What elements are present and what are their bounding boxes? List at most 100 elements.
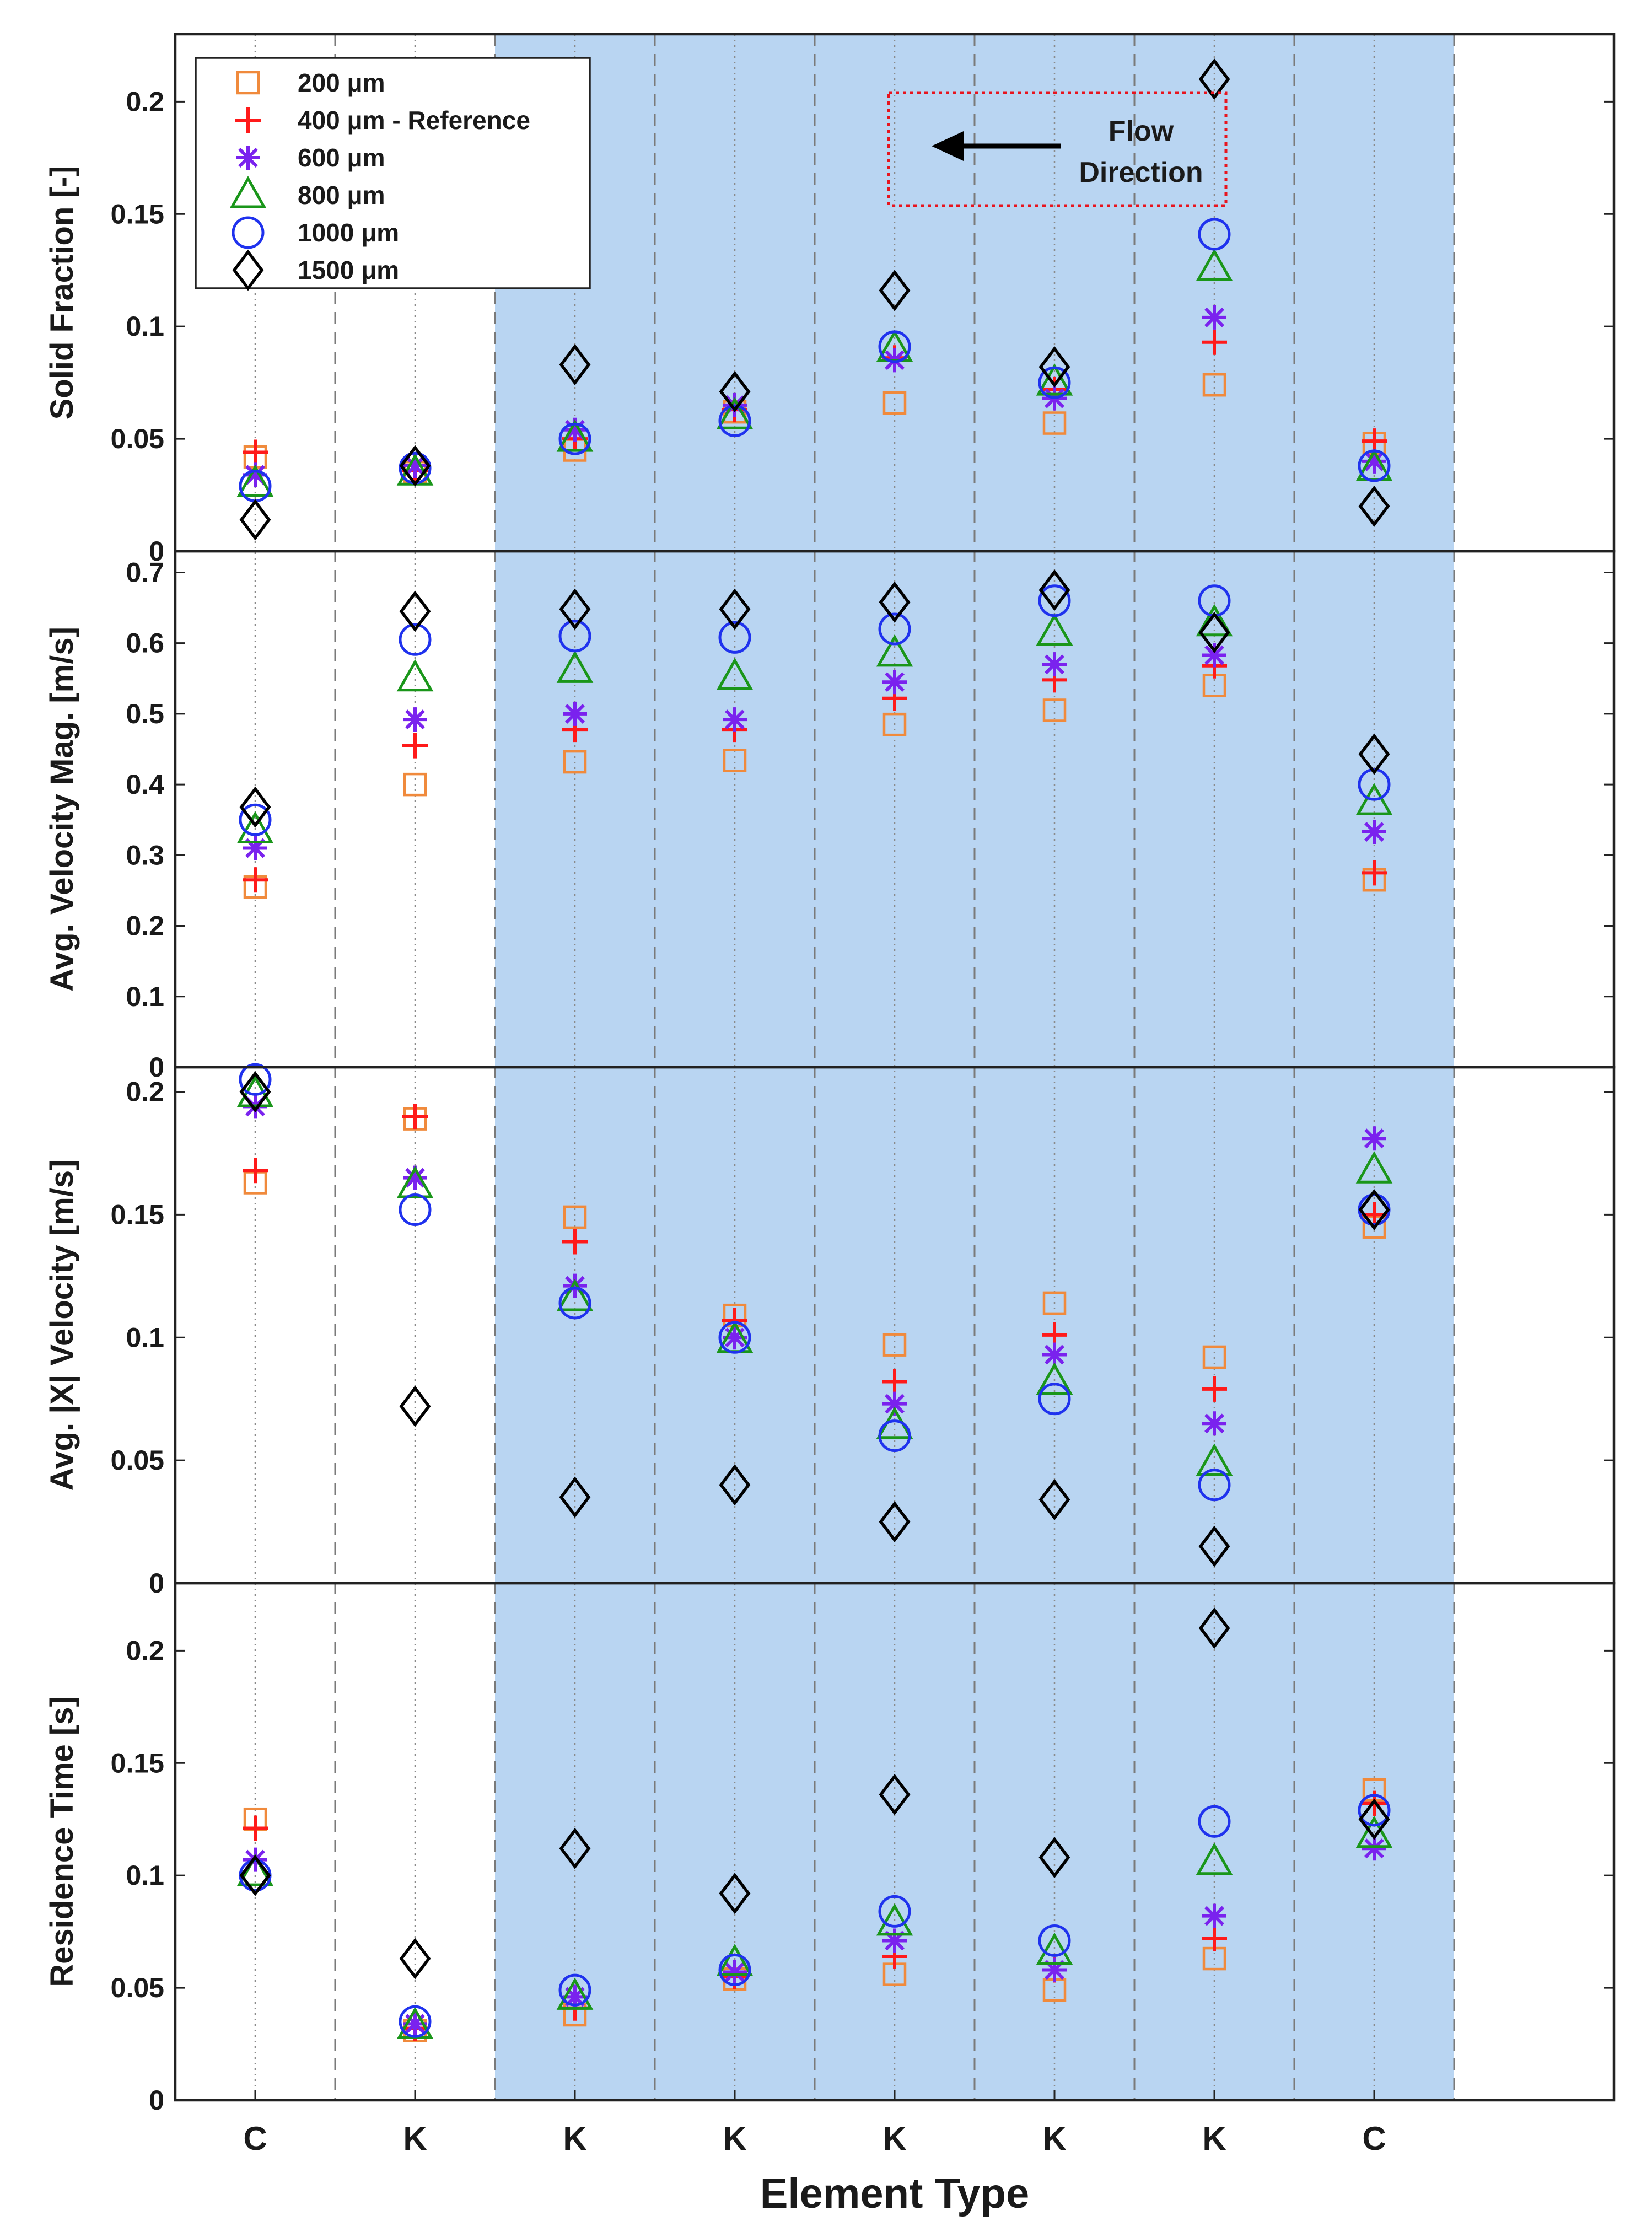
data-point (1202, 373, 1226, 397)
x-tick-label: K (882, 2120, 906, 2157)
series-diamond (239, 58, 1390, 541)
y-tick-label: 0.7 (126, 557, 164, 588)
data-point (236, 811, 274, 843)
y-axis-label: Avg. |X| Velocity [m/s] (44, 1160, 80, 1491)
data-point (1202, 305, 1226, 330)
data-point (1202, 1903, 1226, 1928)
data-point (1362, 860, 1387, 886)
y-tick-label: 0.05 (111, 1972, 164, 2003)
data-point (878, 612, 911, 646)
data-point (399, 590, 431, 632)
data-point (723, 707, 747, 732)
data-point (1042, 1291, 1067, 1315)
x-tick-label: K (1042, 2120, 1066, 2157)
data-point (882, 712, 907, 736)
x-tick-label: K (403, 2120, 427, 2157)
data-point (399, 1938, 431, 1980)
y-tick-label: 0.2 (126, 1635, 164, 1666)
data-point (882, 1333, 907, 1357)
data-point (719, 588, 751, 630)
series-plus (243, 1104, 1387, 1402)
data-point (1038, 1836, 1070, 1879)
data-point (1202, 1926, 1227, 1951)
data-point (1036, 613, 1073, 646)
y-axis-label: Solid Fraction [-] (44, 166, 80, 420)
data-point (879, 1501, 911, 1543)
data-point (1355, 1151, 1393, 1184)
data-point (396, 659, 434, 692)
data-point (879, 581, 911, 623)
data-point (558, 1287, 591, 1320)
data-point (239, 1854, 271, 1896)
data-point (718, 1321, 751, 1354)
y-tick-label: 0 (149, 1568, 164, 1599)
annotation-box (887, 91, 1228, 207)
data-point (718, 1953, 751, 1986)
data-point (563, 1273, 587, 1298)
data-point (243, 867, 268, 893)
data-point (236, 464, 274, 497)
data-point (239, 803, 272, 836)
x-axis-label: Element Type (760, 2170, 1030, 2217)
data-point (1355, 783, 1393, 815)
data-point (559, 1827, 591, 1869)
data-point (1358, 1188, 1390, 1231)
y-tick-label: 0 (149, 1052, 164, 1083)
x-tick-label: K (1202, 2120, 1226, 2157)
data-point (1196, 1443, 1233, 1476)
data-point (718, 404, 751, 437)
panel-3: 0 0.05 0.1 0.15 0.2 Avg. |X| Velocity [m/s] (44, 1063, 1616, 1599)
x-tick-label: K (563, 2120, 586, 2157)
data-point (563, 1984, 587, 2009)
data-point (723, 1325, 747, 1350)
legend-marker (236, 71, 260, 95)
legend-entry: 600 μm (298, 143, 385, 172)
data-point (723, 1960, 747, 1984)
data-point (399, 1385, 431, 1427)
y-tick-label: 0.1 (126, 1860, 164, 1891)
data-point (556, 1278, 594, 1311)
flow-direction-annotation: Flow Direction (887, 91, 1228, 207)
series-diamond (239, 1071, 1390, 1567)
legend-entry: 400 μm - Reference (298, 106, 530, 135)
data-point (239, 499, 271, 541)
data-point (243, 836, 267, 860)
data-point (1198, 611, 1230, 654)
data-point (403, 1165, 427, 1190)
data-point (882, 1391, 907, 1416)
data-point (1355, 1815, 1393, 1848)
legend-marker (229, 175, 267, 208)
data-point (239, 1063, 272, 1096)
series-diamond (239, 569, 1390, 828)
data-point (243, 1815, 268, 1841)
x-tick-label: C (1362, 2120, 1386, 2157)
legend-marker (232, 216, 265, 249)
data-point (402, 1104, 428, 1130)
data-point (558, 422, 591, 455)
data-point (1358, 1794, 1391, 1827)
data-point (239, 786, 271, 828)
data-point (878, 1419, 911, 1453)
data-point (1196, 604, 1233, 637)
data-point (1358, 733, 1390, 775)
flow-arrow-icon (932, 131, 964, 161)
data-point (1196, 249, 1233, 281)
data-point (243, 462, 267, 487)
x-tick-label: C (243, 2120, 267, 2157)
data-point (1038, 1924, 1071, 1957)
data-point (1198, 218, 1231, 251)
data-point (1036, 363, 1073, 396)
y-tick-label: 0.1 (126, 311, 164, 342)
data-point (403, 454, 427, 478)
data-point (1358, 1798, 1390, 1840)
data-point (403, 772, 427, 797)
data-point (1198, 58, 1230, 100)
legend-marker (232, 249, 264, 291)
y-tick-label: 0 (149, 536, 164, 567)
data-point (1042, 652, 1067, 677)
data-point (878, 1895, 911, 1928)
data-point (558, 1973, 591, 2007)
y-tick-label: 0.4 (126, 769, 164, 800)
data-point (882, 1928, 907, 1953)
data-point (243, 1158, 268, 1184)
